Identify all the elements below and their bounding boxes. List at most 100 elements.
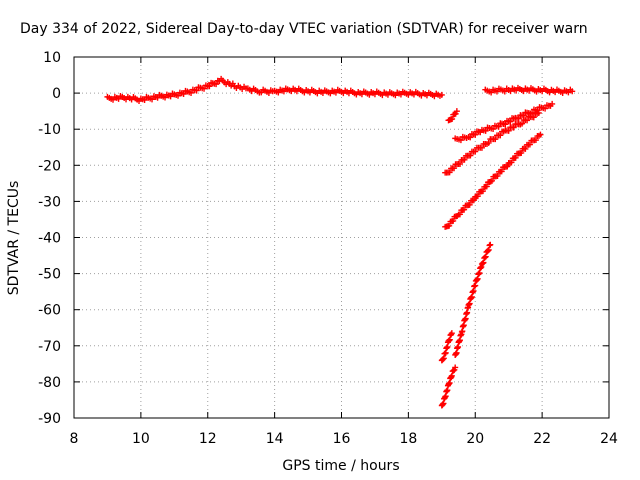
data-point (532, 137, 539, 144)
series-late-evening-trace (482, 84, 576, 96)
data-point (456, 211, 463, 218)
data-point (482, 253, 489, 260)
data-point (448, 372, 455, 379)
data-point (450, 217, 457, 224)
data-point (487, 241, 494, 248)
y-tick-label: 10 (43, 50, 61, 66)
x-tick-label: 10 (132, 431, 150, 447)
data-point (446, 222, 453, 229)
data-point (524, 117, 531, 124)
x-tick-label: 20 (466, 431, 484, 447)
data-point (518, 149, 525, 156)
series-segment-c (442, 109, 542, 176)
y-tick-label: -10 (38, 122, 61, 138)
data-point (510, 124, 517, 131)
data-point (213, 81, 220, 88)
data-point (453, 108, 460, 115)
x-axis-label: GPS time / hours (282, 458, 399, 474)
data-point (497, 132, 504, 139)
data-point (505, 127, 512, 134)
x-tick-label: 18 (399, 431, 417, 447)
x-tick-label: 12 (199, 431, 217, 447)
y-tick-label: -90 (38, 411, 61, 427)
data-point (457, 137, 464, 144)
data-point (149, 96, 156, 103)
data-point (502, 121, 509, 128)
chart-title: Day 334 of 2022, Sidereal Day-to-day VTE… (20, 21, 588, 37)
data-point (535, 109, 542, 116)
data-point (175, 92, 182, 99)
data-point (483, 183, 490, 190)
series-segment-a (445, 108, 460, 124)
x-tick-label: 14 (266, 431, 284, 447)
data-point (449, 115, 456, 122)
data-point (485, 246, 492, 253)
data-point (481, 254, 488, 261)
y-tick-label: -70 (38, 339, 61, 355)
data-point (485, 247, 492, 254)
data-point (446, 169, 453, 176)
data-point (507, 118, 514, 125)
data-point (494, 172, 501, 179)
y-axis-ticks: 10 0 -10 -20 -30 -40 -50 -60 -70 -80 -90 (38, 50, 609, 427)
data-point (498, 168, 505, 175)
data-point (492, 136, 499, 143)
data-point (201, 85, 208, 92)
series-segment-f (438, 364, 459, 409)
data-point (515, 115, 522, 122)
y-tick-label: -30 (38, 194, 61, 210)
data-point (512, 154, 519, 161)
data-point (188, 89, 195, 96)
data-point (487, 178, 494, 185)
data-point (479, 188, 486, 195)
data-point (472, 131, 479, 138)
data-point (508, 159, 515, 166)
data-point (438, 91, 445, 98)
series-segment-g (452, 241, 494, 358)
data-points (104, 75, 576, 409)
data-point (452, 364, 459, 371)
data-point (461, 206, 468, 213)
data-point (495, 123, 502, 130)
data-point (479, 260, 486, 267)
data-point (478, 144, 485, 151)
x-tick-label: 22 (533, 431, 551, 447)
data-point (474, 193, 481, 200)
y-tick-label: -40 (38, 231, 61, 247)
data-point (180, 90, 187, 97)
x-axis-ticks: 8 10 12 14 16 18 20 22 24 (70, 57, 618, 447)
data-point (461, 156, 468, 163)
data-point (490, 126, 497, 133)
series-segment-e (438, 330, 455, 364)
data-point (522, 145, 529, 152)
x-tick-label: 16 (333, 431, 351, 447)
data-point (537, 131, 544, 138)
series-segment-b (452, 100, 556, 144)
data-point (480, 259, 487, 266)
data-point (482, 127, 489, 134)
data-point (467, 134, 474, 141)
y-tick-label: -80 (38, 375, 61, 391)
data-point (206, 83, 213, 90)
data-point (470, 197, 477, 204)
data-point (472, 148, 479, 155)
data-point (193, 87, 200, 94)
data-point (451, 165, 458, 172)
data-point (549, 100, 556, 107)
data-point (450, 367, 457, 374)
series-main-daytime-trace (104, 75, 445, 105)
data-point (569, 88, 576, 95)
y-tick-label: -60 (38, 303, 61, 319)
gridlines (74, 57, 609, 418)
y-tick-label: -20 (38, 158, 61, 174)
y-axis-label: SDTVAR / TECUs (6, 181, 22, 296)
data-point (504, 163, 511, 170)
data-point (488, 177, 495, 184)
data-point (457, 160, 464, 167)
data-point (530, 114, 537, 121)
data-point (542, 105, 549, 112)
data-point (141, 97, 148, 104)
x-tick-label: 8 (70, 431, 79, 447)
data-point (526, 141, 533, 148)
